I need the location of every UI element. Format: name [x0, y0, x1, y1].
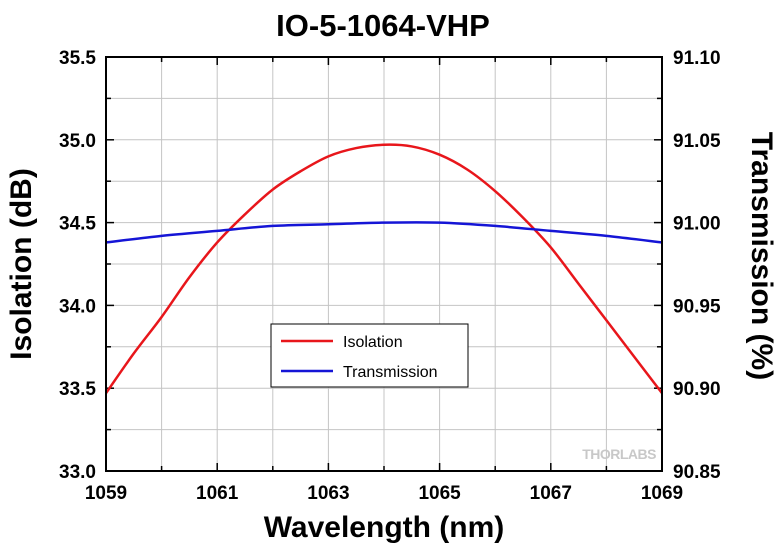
- y-left-tick-labels: 33.0 33.5 34.0 34.5 35.0 35.5: [59, 48, 96, 483]
- y-left-tick-label: 35.5: [59, 48, 96, 69]
- y-right-tick-label: 91.10: [673, 48, 721, 69]
- y-left-tick-label: 35.0: [59, 131, 96, 152]
- plot-frame: [105, 56, 663, 472]
- y-left-tick-label: 33.0: [59, 462, 96, 483]
- series-line-transmission: [105, 221, 663, 244]
- x-tick-label: 1061: [196, 483, 239, 504]
- x-tick-label: 1067: [530, 483, 572, 504]
- x-tick-label: 1065: [418, 483, 461, 504]
- x-tick-label: 1059: [85, 483, 127, 504]
- y-right-tick-labels: 90.85 90.90 90.95 91.00 91.05 91.10: [673, 48, 721, 483]
- x-tick-labels: 1059 1061 1063 1065 1067 1069: [85, 483, 683, 504]
- x-tick-label: 1063: [307, 483, 349, 504]
- y-left-tick-label: 34.0: [59, 296, 96, 317]
- legend-label-transmission: Transmission: [343, 364, 438, 381]
- grid: [106, 57, 662, 471]
- y-right-tick-label: 90.95: [673, 296, 721, 317]
- y-right-axis-label: Transmission (%): [745, 132, 778, 380]
- y-left-axis-label: Isolation (dB): [5, 168, 38, 360]
- series-layer: [104, 143, 663, 394]
- x-axis-label: Wavelength (nm): [264, 511, 505, 544]
- y-right-tick-label: 91.00: [673, 214, 721, 235]
- legend: Isolation Transmission: [270, 323, 469, 388]
- thorlabs-watermark: THORLABS: [582, 446, 656, 462]
- y-left-tick-label: 34.5: [59, 214, 96, 235]
- y-right-tick-label: 90.85: [673, 462, 721, 483]
- series-line-isolation: [104, 143, 663, 394]
- chart-title: IO-5-1064-VHP: [276, 8, 490, 43]
- legend-box: [270, 323, 469, 388]
- y-right-tick-label: 91.05: [673, 131, 721, 152]
- x-tick-label: 1069: [641, 483, 683, 504]
- y-right-tick-label: 90.90: [673, 379, 721, 400]
- y-left-tick-label: 33.5: [59, 379, 96, 400]
- legend-label-isolation: Isolation: [343, 334, 403, 351]
